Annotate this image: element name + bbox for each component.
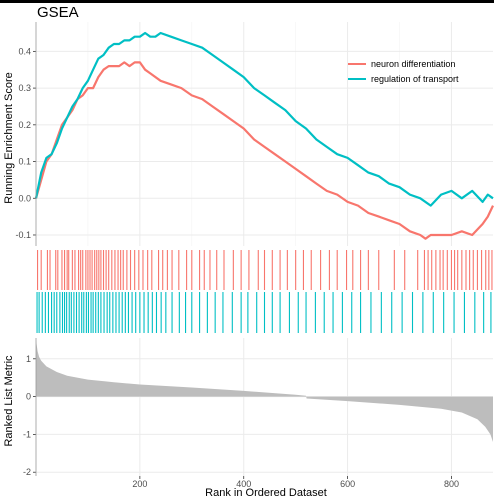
ranked-metric-panel: -2 -1 0 1 [23, 338, 493, 477]
metric-y-tick-label: -1 [23, 429, 31, 439]
gene-hits-panel [37, 250, 492, 333]
es-y-tick-label: 0.0 [18, 193, 31, 203]
metric-y-tick-label: 1 [26, 354, 31, 364]
es-panel-background [36, 22, 493, 246]
metric-y-ticks: -2 -1 0 1 [23, 354, 36, 477]
metric-y-tick-label: -2 [23, 467, 31, 477]
metric-y-axis-label: Ranked List Metric [3, 355, 15, 447]
ranked-metric-area [36, 340, 493, 442]
metric-y-tick-label: 0 [26, 392, 31, 402]
es-panel: -0.1 0.0 0.1 0.2 0.3 0.4 [15, 22, 493, 246]
legend-label-regulation-of-transport: regulation of transport [371, 74, 459, 84]
x-axis-label: Rank in Ordered Dataset [205, 487, 327, 499]
es-y-ticks: -0.1 0.0 0.1 0.2 0.3 0.4 [15, 46, 36, 240]
es-y-tick-label: 0.1 [18, 157, 31, 167]
es-y-tick-label: -0.1 [15, 230, 31, 240]
x-tick-label: 800 [444, 479, 459, 489]
x-tick-label: 600 [340, 479, 355, 489]
es-y-tick-label: 0.3 [18, 83, 31, 93]
es-y-tick-label: 0.2 [18, 120, 31, 130]
legend-label-neuron-differentiation: neuron differentiation [371, 59, 455, 69]
es-y-tick-label: 0.4 [18, 46, 31, 56]
es-y-axis-label: Running Enrichment Score [3, 72, 15, 203]
chart-title: GSEA [37, 4, 79, 21]
x-tick-label: 200 [132, 479, 147, 489]
